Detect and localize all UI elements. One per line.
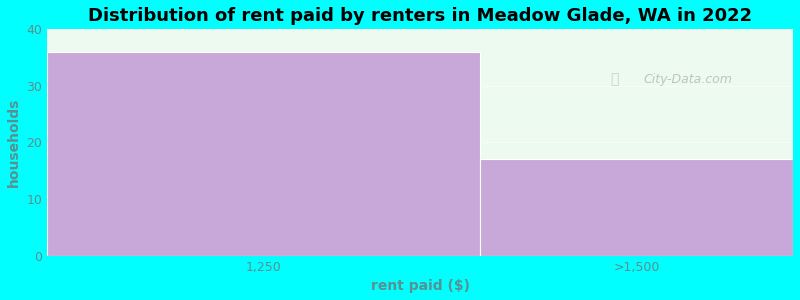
Y-axis label: households: households — [7, 98, 21, 187]
Title: Distribution of rent paid by renters in Meadow Glade, WA in 2022: Distribution of rent paid by renters in … — [88, 7, 752, 25]
Bar — [480, 159, 793, 256]
Text: City-Data.com: City-Data.com — [644, 73, 733, 85]
X-axis label: rent paid ($): rent paid ($) — [370, 279, 470, 293]
Bar — [47, 52, 480, 256]
Text: ⓘ: ⓘ — [610, 72, 618, 86]
